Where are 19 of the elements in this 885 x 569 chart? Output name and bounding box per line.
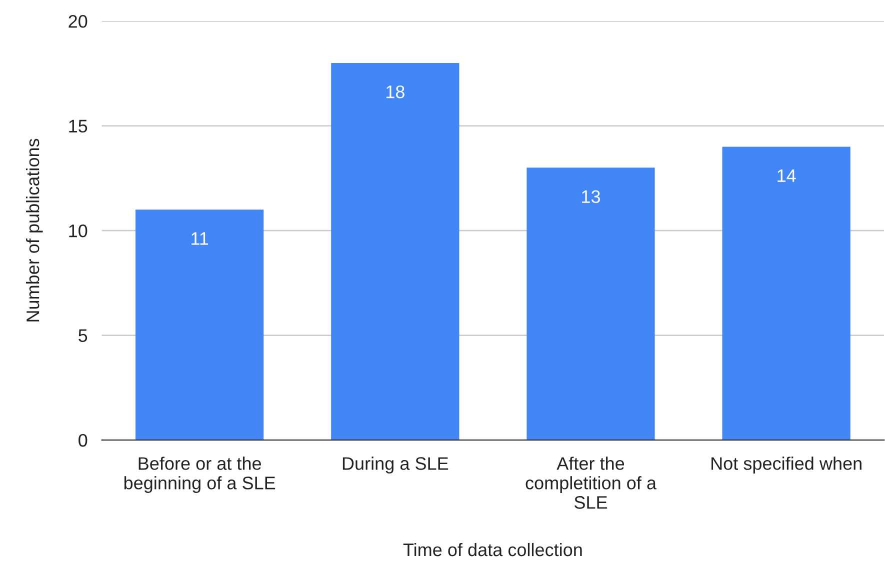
y-tick-label: 10 [69,224,88,238]
data-label: 14 [778,169,796,182]
y-tick-label: 15 [69,120,88,133]
bar [136,210,264,440]
data-label: 18 [386,85,404,98]
x-tick-label: After the completition of a SLE [526,456,656,509]
bar [331,62,460,440]
bar [722,146,850,440]
y-tick-label: 0 [78,434,88,447]
x-tick-label: During a SLE [342,456,448,474]
x-tick-label: Not specified when [712,456,862,474]
bar [526,168,655,440]
x-tick-label: Before or at the beginning of a SLE [124,456,276,493]
y-tick-label: 20 [68,14,88,28]
y-tick-label: 5 [78,329,88,342]
data-label: 13 [582,190,600,204]
y-axis-title: Number of publications [26,138,43,322]
x-axis-title: Time of data collection [403,542,582,556]
data-label: 11 [192,232,208,245]
